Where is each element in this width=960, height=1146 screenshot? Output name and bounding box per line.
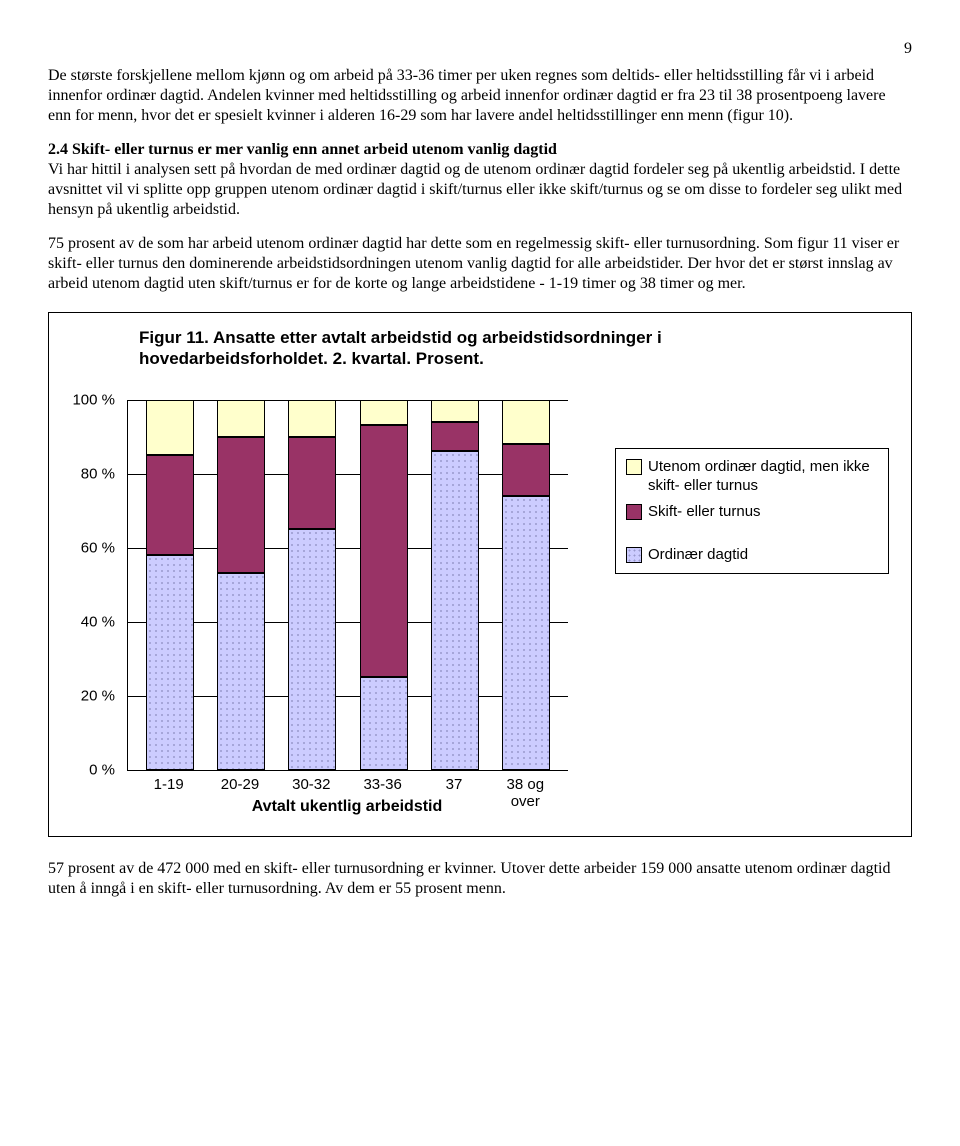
bar-segment — [502, 444, 550, 496]
bar-segment — [217, 437, 265, 574]
paragraph-4: 57 prosent av de 472 000 med en skift- e… — [48, 859, 912, 899]
bar-segment — [146, 455, 194, 555]
y-axis-label: 100 % — [67, 391, 115, 408]
legend-label: Ordinær dagtid — [648, 545, 748, 565]
section-heading: 2.4 Skift- eller turnus er mer vanlig en… — [48, 141, 557, 158]
legend-label: Utenom ordinær dagtid, men ikke skift- e… — [648, 457, 878, 496]
bar-segment — [217, 573, 265, 769]
bar-33-36 — [360, 400, 408, 770]
paragraph-1: De største forskjellene mellom kjønn og … — [48, 66, 912, 126]
y-axis-label: 60 % — [67, 539, 115, 556]
legend-item: Skift- eller turnus — [626, 502, 878, 522]
legend-item: Utenom ordinær dagtid, men ikke skift- e… — [626, 457, 878, 496]
bar-segment — [288, 400, 336, 437]
legend-swatch — [626, 459, 642, 475]
chart-legend: Utenom ordinær dagtid, men ikke skift- e… — [615, 448, 889, 574]
bar-segment — [146, 555, 194, 770]
y-axis-label: 80 % — [67, 465, 115, 482]
figure-11: Figur 11. Ansatte etter avtalt arbeidsti… — [48, 312, 912, 837]
bar-segment — [360, 677, 408, 770]
chart-plot-area: 1-1920-2930-3233-363738 og over Avtalt u… — [67, 392, 597, 812]
legend-item: Ordinær dagtid — [626, 545, 878, 565]
paragraph-2: Vi har hittil i analysen sett på hvordan… — [48, 161, 902, 218]
bar-30-32 — [288, 400, 336, 770]
bar-segment — [360, 425, 408, 677]
bar-segment — [502, 400, 550, 444]
page-number: 9 — [48, 40, 912, 58]
bar-segment — [360, 400, 408, 426]
bar-20-29 — [217, 400, 265, 770]
bar-37 — [431, 400, 479, 770]
legend-label: Skift- eller turnus — [648, 502, 761, 522]
bar-segment — [288, 529, 336, 770]
bar-segment — [502, 496, 550, 770]
legend-swatch — [626, 504, 642, 520]
y-axis-label: 40 % — [67, 613, 115, 630]
legend-swatch — [626, 547, 642, 563]
bar-1-19 — [146, 400, 194, 770]
y-axis-label: 20 % — [67, 687, 115, 704]
bar-segment — [431, 400, 479, 422]
bar-38 og over — [502, 400, 550, 770]
chart-title: Figur 11. Ansatte etter avtalt arbeidsti… — [139, 327, 759, 370]
bar-segment — [288, 437, 336, 530]
bar-segment — [431, 422, 479, 452]
bar-segment — [431, 451, 479, 769]
x-axis-title: Avtalt ukentlig arbeidstid — [127, 798, 567, 816]
y-axis-label: 0 % — [67, 761, 115, 778]
section-2-4: 2.4 Skift- eller turnus er mer vanlig en… — [48, 140, 912, 220]
bar-segment — [217, 400, 265, 437]
bar-segment — [146, 400, 194, 456]
paragraph-3: 75 prosent av de som har arbeid utenom o… — [48, 234, 912, 294]
